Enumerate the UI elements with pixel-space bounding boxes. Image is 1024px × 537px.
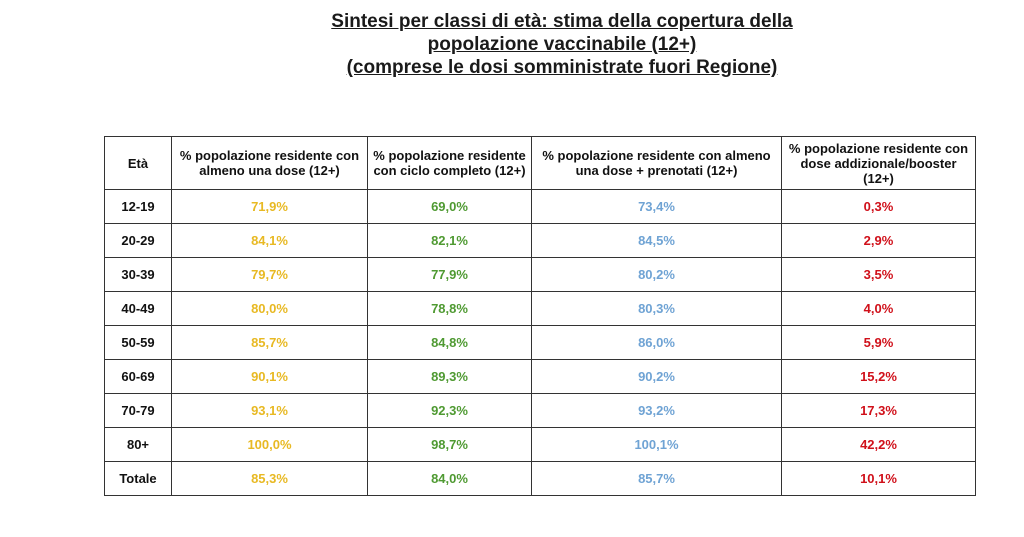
title-line-3: (comprese le dosi somministrate fuori Re… <box>346 57 778 78</box>
cell-first-dose: 85,3% <box>171 461 368 496</box>
table-row: 50-59 85,7% 84,8% 86,0% 5,9% <box>104 325 976 360</box>
cell-booster: 4,0% <box>781 291 976 326</box>
cell-dose-plus-booked: 90,2% <box>531 359 782 394</box>
cell-booster: 3,5% <box>781 257 976 292</box>
cell-full-cycle: 78,8% <box>367 291 532 326</box>
cell-booster: 17,3% <box>781 393 976 428</box>
table-row: 40-49 80,0% 78,8% 80,3% 4,0% <box>104 291 976 326</box>
cell-age: 30-39 <box>104 257 172 292</box>
header-dose-plus-booked: % popolazione residente con almeno una d… <box>531 136 782 190</box>
cell-first-dose: 100,0% <box>171 427 368 462</box>
cell-dose-plus-booked: 85,7% <box>531 461 782 496</box>
cell-booster: 5,9% <box>781 325 976 360</box>
cell-dose-plus-booked: 100,1% <box>531 427 782 462</box>
cell-booster: 0,3% <box>781 189 976 224</box>
cell-age: 12-19 <box>104 189 172 224</box>
cell-first-dose: 84,1% <box>171 223 368 258</box>
cell-first-dose: 80,0% <box>171 291 368 326</box>
cell-full-cycle: 98,7% <box>367 427 532 462</box>
cell-dose-plus-booked: 86,0% <box>531 325 782 360</box>
cell-age: 70-79 <box>104 393 172 428</box>
page-title: Sintesi per classi di età: stima della c… <box>0 10 1024 79</box>
cell-dose-plus-booked: 93,2% <box>531 393 782 428</box>
cell-booster: 10,1% <box>781 461 976 496</box>
header-age: Età <box>104 136 172 190</box>
cell-dose-plus-booked: 73,4% <box>531 189 782 224</box>
table-header-row: Età % popolazione residente con almeno u… <box>104 136 976 190</box>
cell-dose-plus-booked: 84,5% <box>531 223 782 258</box>
cell-age: 40-49 <box>104 291 172 326</box>
table-row: 60-69 90,1% 89,3% 90,2% 15,2% <box>104 359 976 394</box>
cell-dose-plus-booked: 80,3% <box>531 291 782 326</box>
cell-booster: 2,9% <box>781 223 976 258</box>
cell-full-cycle: 84,8% <box>367 325 532 360</box>
header-booster: % popolazione residente con dose addizio… <box>781 136 976 190</box>
table-row: 12-19 71,9% 69,0% 73,4% 0,3% <box>104 189 976 224</box>
cell-booster: 15,2% <box>781 359 976 394</box>
cell-full-cycle: 89,3% <box>367 359 532 394</box>
table-row: 30-39 79,7% 77,9% 80,2% 3,5% <box>104 257 976 292</box>
table-row: 70-79 93,1% 92,3% 93,2% 17,3% <box>104 393 976 428</box>
cell-full-cycle: 77,9% <box>367 257 532 292</box>
table-body: 12-19 71,9% 69,0% 73,4% 0,3% 20-29 84,1% 82,1% 8… <box>104 189 976 496</box>
cell-booster: 42,2% <box>781 427 976 462</box>
table-row: 20-29 84,1% 82,1% 84,5% 2,9% <box>104 223 976 258</box>
cell-first-dose: 79,7% <box>171 257 368 292</box>
header-full-cycle: % popolazione residente con ciclo comple… <box>367 136 532 190</box>
cell-age: 20-29 <box>104 223 172 258</box>
cell-age: Totale <box>104 461 172 496</box>
cell-first-dose: 93,1% <box>171 393 368 428</box>
title-line-2: popolazione vaccinabile (12+) <box>427 34 697 55</box>
cell-first-dose: 71,9% <box>171 189 368 224</box>
header-first-dose: % popolazione residente con almeno una d… <box>171 136 368 190</box>
table-row: 80+ 100,0% 98,7% 100,1% 42,2% <box>104 427 976 462</box>
cell-age: 80+ <box>104 427 172 462</box>
title-line-1: Sintesi per classi di età: stima della c… <box>331 11 793 32</box>
cell-age: 60-69 <box>104 359 172 394</box>
cell-first-dose: 90,1% <box>171 359 368 394</box>
cell-first-dose: 85,7% <box>171 325 368 360</box>
vaccination-coverage-table: Età % popolazione residente con almeno u… <box>104 136 976 496</box>
cell-full-cycle: 82,1% <box>367 223 532 258</box>
cell-dose-plus-booked: 80,2% <box>531 257 782 292</box>
cell-age: 50-59 <box>104 325 172 360</box>
cell-full-cycle: 92,3% <box>367 393 532 428</box>
cell-full-cycle: 84,0% <box>367 461 532 496</box>
cell-full-cycle: 69,0% <box>367 189 532 224</box>
table-row: Totale 85,3% 84,0% 85,7% 10,1% <box>104 461 976 496</box>
